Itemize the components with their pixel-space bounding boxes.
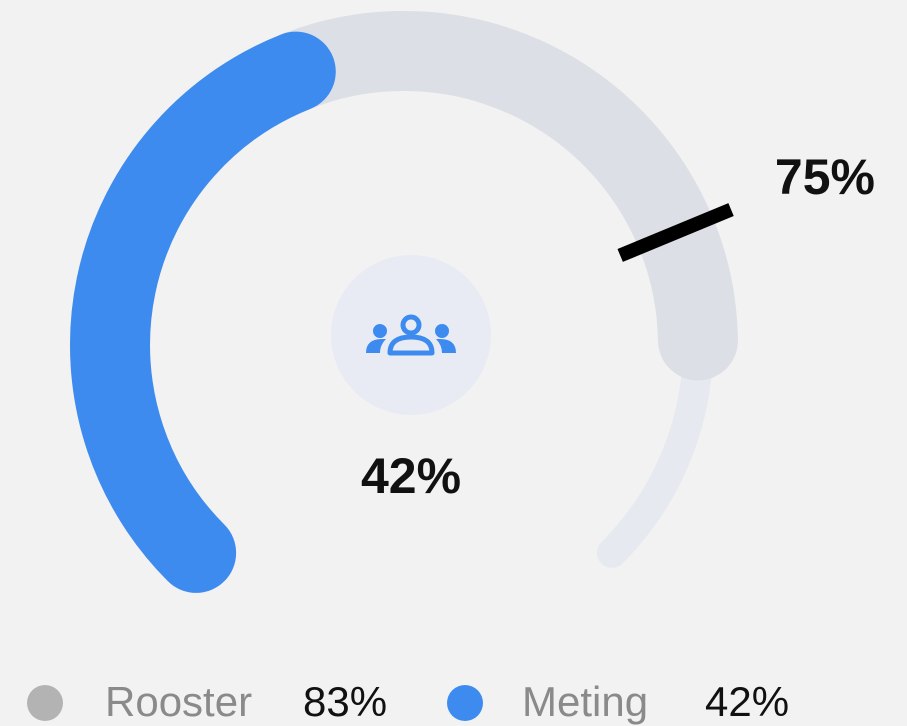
center-value: 42% [361,448,461,504]
legend-label: Meting [522,678,648,725]
legend-swatch [447,685,483,721]
target-marker [617,203,734,262]
legend: Rooster 83% Meting 42% [27,678,789,725]
people-icon [366,314,456,356]
gauge: 75% [70,11,875,593]
legend-value: 42% [705,678,789,725]
legend-value: 83% [303,678,387,725]
legend-swatch [27,685,63,721]
gauge-arc [70,31,336,593]
target-label: 75% [775,149,875,205]
legend-label: Rooster [105,678,252,725]
